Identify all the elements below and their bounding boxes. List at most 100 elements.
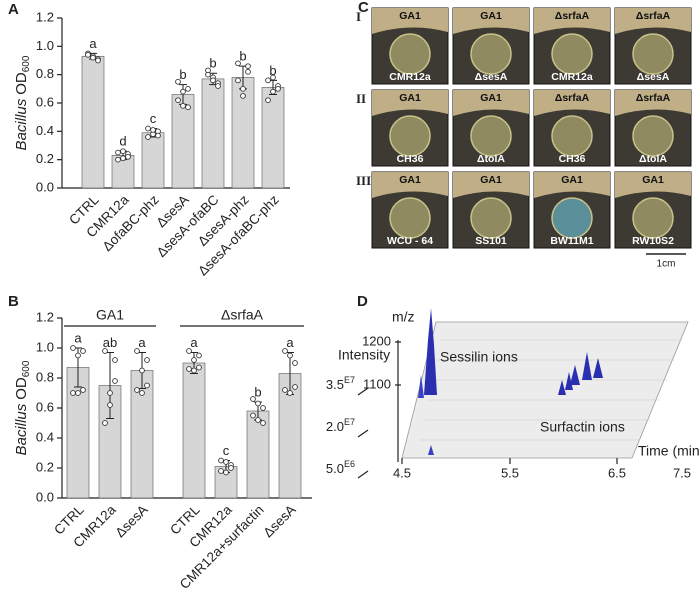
data-point [223,459,229,465]
bar [261,87,285,189]
y-label-sub: 600 [21,55,32,72]
plate-top-label: ΔsrfaA [555,10,590,22]
y-label-text: OD [13,72,30,95]
tick-exponent: E7 [344,417,355,427]
y-tick-label: 0.0 [36,179,54,194]
bacillus-lawn [453,90,529,116]
data-point [270,88,276,95]
plate-bottom-label: CMR12a [389,71,431,83]
colony [551,197,593,239]
bar [201,78,225,189]
data-point [107,390,113,396]
intensity-tick-label: 2.0E7 [326,417,355,434]
colony [470,115,512,157]
group-label: GA1 [96,307,124,323]
plate-bottom-label: CMR12a [551,71,593,83]
colony [551,33,593,75]
row-label: I [356,9,361,24]
data-point [191,367,197,374]
significance-letter: b [239,49,246,64]
data-point [115,156,121,163]
panel-label: A [8,1,19,18]
y-tick-label: 0.2 [36,151,54,166]
significance-letter: c [150,111,157,126]
bacillus-lawn [372,8,448,34]
data-point [95,57,101,64]
data-point [255,400,261,407]
bacillus-lawn [534,90,610,116]
data-point [185,104,191,111]
colony [389,197,431,239]
y-tick-label: 0.0 [36,489,54,504]
data-point [70,345,76,351]
data-point [180,102,186,109]
data-point [228,465,234,471]
plate-top-label: GA1 [642,174,664,186]
data-point [265,97,271,104]
significance-letter: b [269,63,276,78]
data-point [260,405,266,411]
data-point [196,352,202,359]
plate-top-label: GA1 [480,10,502,22]
data-point [255,417,261,423]
significance-letter: b [179,67,186,82]
bar [141,132,165,189]
data-point [223,469,229,476]
colony [470,33,512,75]
plate-bottom-label: WCU - 64 [387,235,433,247]
data-point [120,148,126,155]
y-label-sub: 600 [21,360,32,377]
plate-bottom-label: ΔtolA [477,153,505,165]
bacillus-lawn [453,8,529,34]
data-point [75,390,81,396]
data-point [218,468,224,474]
colony [632,33,674,75]
y-axis-label: Bacillus OD600 [13,360,32,455]
plate-bottom-label: ΔsesA [475,71,508,83]
y-tick-label: 1.0 [36,38,54,53]
peak-annotation: Sessilin ions [440,349,518,365]
bar [246,410,270,499]
y-tick-label: 1.2 [36,309,54,324]
data-point [139,390,145,396]
y-tick-label: 0.8 [36,66,54,81]
bar [81,55,105,189]
data-point [196,364,202,371]
plate-top-label: GA1 [399,174,421,186]
bacillus-lawn [534,172,610,198]
data-point [287,390,293,396]
surfactin-peaks [558,352,603,395]
colony [632,197,674,239]
data-point [102,420,108,426]
data-point [85,51,91,58]
bacillus-lawn [534,8,610,34]
plate-top-label: ΔsrfaA [636,10,671,22]
data-point [245,68,251,75]
peak-annotation: Surfactin ions [540,419,625,435]
plate-top-label: GA1 [480,174,502,186]
significance-letter: b [254,384,261,399]
bar [182,362,206,499]
data-point [240,85,246,92]
plate-top-label: ΔsrfaA [636,92,671,104]
data-point [180,88,186,95]
data-point [155,132,161,139]
significance-letter: d [119,134,126,149]
plate-top-label: GA1 [561,174,583,186]
colony [470,197,512,239]
intensity-tick-label: 5.0E6 [326,459,355,476]
mz-tick-label: 1100 [363,376,391,391]
data-point [90,54,96,61]
colony [551,115,593,157]
data-point [134,348,140,354]
intensity-label: Intensity [338,347,390,363]
y-label-text: OD [13,377,30,400]
group-label: ΔsrfaA [221,307,264,323]
data-point [80,348,86,354]
data-point [75,352,81,359]
bacillus-lawn [615,172,691,198]
data-point [102,348,108,354]
plate-bottom-label: CH36 [559,153,586,165]
data-point [250,396,256,402]
